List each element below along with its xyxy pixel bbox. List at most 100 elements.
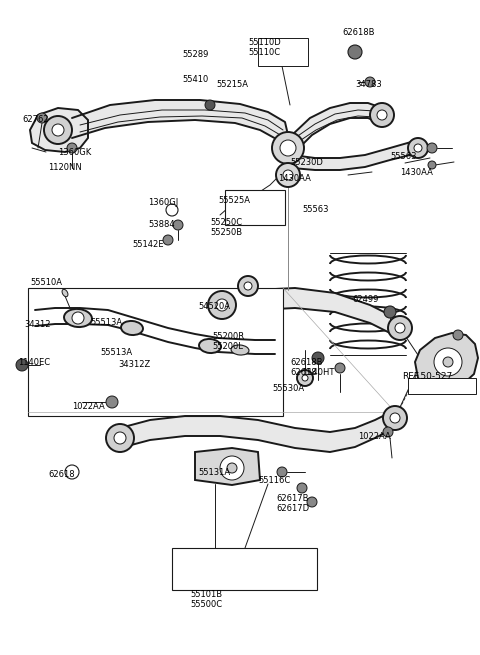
Circle shape <box>383 427 393 437</box>
Circle shape <box>365 77 375 87</box>
Polygon shape <box>195 448 260 485</box>
Circle shape <box>348 45 362 59</box>
Circle shape <box>277 467 287 477</box>
Circle shape <box>65 465 79 479</box>
Circle shape <box>283 170 293 180</box>
Text: 62617B
62617D: 62617B 62617D <box>276 494 309 514</box>
Circle shape <box>388 316 412 340</box>
Circle shape <box>238 276 258 296</box>
Circle shape <box>173 220 183 230</box>
Ellipse shape <box>64 309 92 327</box>
Circle shape <box>370 103 394 127</box>
Circle shape <box>390 413 400 423</box>
Polygon shape <box>35 308 275 354</box>
Text: REF.50-527: REF.50-527 <box>402 372 452 381</box>
Circle shape <box>408 138 428 158</box>
Circle shape <box>37 113 47 123</box>
Text: 62499: 62499 <box>352 295 378 304</box>
Ellipse shape <box>121 321 143 335</box>
Text: 55510A: 55510A <box>30 278 62 287</box>
Circle shape <box>335 363 345 373</box>
Text: 34783: 34783 <box>355 80 382 89</box>
Circle shape <box>272 132 304 164</box>
Text: 1120NN: 1120NN <box>48 163 82 172</box>
Text: 55563: 55563 <box>302 205 328 214</box>
Circle shape <box>106 396 118 408</box>
Text: 55530A: 55530A <box>272 384 304 393</box>
Circle shape <box>44 116 72 144</box>
Circle shape <box>227 463 237 473</box>
Text: 55525A: 55525A <box>218 196 250 205</box>
Circle shape <box>106 424 134 452</box>
Text: 62618: 62618 <box>48 470 74 479</box>
Polygon shape <box>120 410 395 452</box>
Circle shape <box>276 163 300 187</box>
Polygon shape <box>222 288 400 338</box>
Circle shape <box>443 357 453 367</box>
Text: 1140EC: 1140EC <box>18 358 50 367</box>
Text: 1430AA: 1430AA <box>278 174 311 183</box>
Text: 62618B: 62618B <box>342 28 374 37</box>
Text: 53884: 53884 <box>148 220 175 229</box>
Text: 55131A: 55131A <box>198 468 230 477</box>
Circle shape <box>244 282 252 290</box>
Text: 1360GK: 1360GK <box>58 148 91 157</box>
Circle shape <box>205 100 215 110</box>
Text: 55116C: 55116C <box>258 476 290 485</box>
Circle shape <box>220 456 244 480</box>
Circle shape <box>166 204 178 216</box>
Text: 1140HT: 1140HT <box>302 368 335 377</box>
Circle shape <box>67 143 77 153</box>
Text: 62618B
62618: 62618B 62618 <box>290 358 323 377</box>
Text: 55215A: 55215A <box>216 80 248 89</box>
Bar <box>408 378 476 394</box>
Circle shape <box>384 306 396 318</box>
Text: 55513A: 55513A <box>100 348 132 357</box>
Circle shape <box>280 140 296 156</box>
Circle shape <box>453 330 463 340</box>
Circle shape <box>16 359 28 371</box>
Circle shape <box>414 144 422 152</box>
Circle shape <box>52 124 64 136</box>
Text: 55513A: 55513A <box>90 318 122 327</box>
Circle shape <box>216 299 228 311</box>
Circle shape <box>427 143 437 153</box>
Polygon shape <box>292 103 382 152</box>
Circle shape <box>208 291 236 319</box>
Bar <box>225 190 285 225</box>
Polygon shape <box>415 333 478 390</box>
Text: 54520A: 54520A <box>198 302 230 311</box>
Circle shape <box>307 497 317 507</box>
Circle shape <box>297 370 313 386</box>
Text: 55289: 55289 <box>182 50 208 59</box>
Polygon shape <box>30 108 88 152</box>
Text: 34312Z: 34312Z <box>118 360 150 369</box>
Circle shape <box>72 312 84 324</box>
Circle shape <box>163 235 173 245</box>
Text: 55101B
55500C: 55101B 55500C <box>190 590 222 609</box>
Ellipse shape <box>231 345 249 355</box>
Text: 34312: 34312 <box>24 320 50 329</box>
Text: 55250C
55250B: 55250C 55250B <box>210 218 242 237</box>
Text: 1022AA: 1022AA <box>358 432 391 441</box>
Text: 55200R
55200L: 55200R 55200L <box>212 332 244 351</box>
Circle shape <box>297 483 307 493</box>
Circle shape <box>114 432 126 444</box>
Ellipse shape <box>199 339 221 353</box>
Text: 1022AA: 1022AA <box>72 402 105 411</box>
Text: 1360GJ: 1360GJ <box>148 198 178 207</box>
Text: 1430AA: 1430AA <box>400 168 433 177</box>
Circle shape <box>395 323 405 333</box>
Text: 55563: 55563 <box>390 152 417 161</box>
Text: 55230D: 55230D <box>290 158 323 167</box>
Text: 55410: 55410 <box>182 75 208 84</box>
Polygon shape <box>72 100 288 158</box>
Circle shape <box>434 348 462 376</box>
Text: 55110D
55110C: 55110D 55110C <box>248 38 281 58</box>
Circle shape <box>383 406 407 430</box>
Bar <box>258 38 308 66</box>
Circle shape <box>377 110 387 120</box>
Circle shape <box>302 375 308 381</box>
Ellipse shape <box>62 290 68 297</box>
Bar <box>28 288 283 416</box>
